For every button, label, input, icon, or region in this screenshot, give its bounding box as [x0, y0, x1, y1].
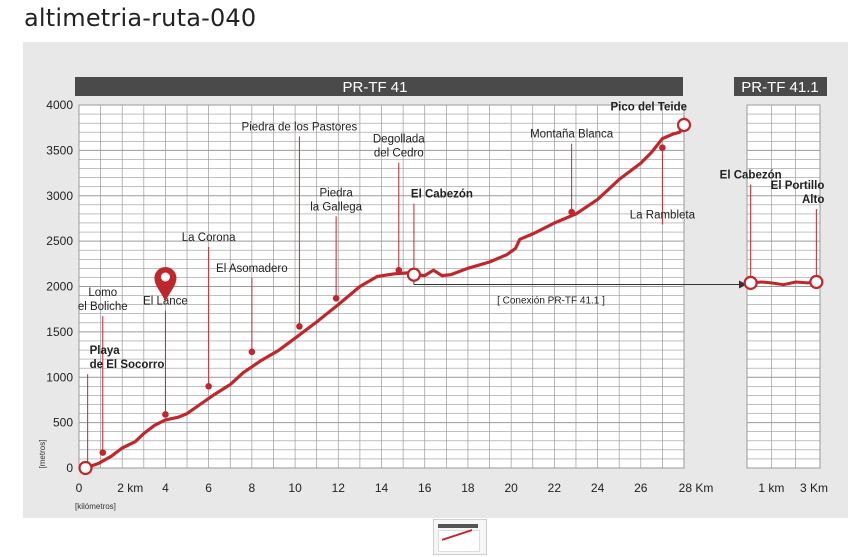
page-title: altimetria-ruta-040 [24, 4, 257, 32]
y-axis-label: [metros] [38, 440, 47, 469]
x-tick-label: 2 km [117, 481, 143, 495]
x-tick-label: 18 [461, 481, 475, 495]
waypoint-label: Lomo el Boliche [78, 287, 128, 313]
secondary-title-bar [734, 77, 827, 96]
waypoint-marker [568, 208, 575, 216]
route-endpoint [743, 275, 758, 290]
route-endpoint [676, 117, 692, 133]
elevation-profile-line [83, 123, 686, 470]
waypoint-label: Playa de El Socorro [90, 345, 165, 371]
waypoint-label: Piedra la Gallega [310, 187, 362, 213]
secondary-profile-line [750, 280, 817, 287]
waypoint-marker [332, 294, 340, 302]
waypoint-marker [99, 449, 107, 456]
waypoint-marker [205, 383, 212, 390]
x-tick-label: 6 [205, 481, 212, 495]
x-tick-label: 20 [504, 481, 518, 495]
y-tick-label: 3500 [46, 143, 73, 157]
route-endpoint [78, 460, 93, 476]
main-title-bar [75, 77, 683, 96]
x-tick-label: 10 [288, 481, 302, 495]
x-tick-label: 24 [591, 481, 605, 495]
waypoint-marker [296, 323, 303, 330]
waypoint-marker [395, 266, 403, 274]
x-tick-label: 8 [249, 481, 256, 495]
waypoint-marker [162, 411, 169, 418]
x-tick-label: 12 [332, 481, 346, 495]
waypoint-label: La Rambleta [630, 209, 696, 221]
x-tick-label: 28 Km [679, 481, 714, 495]
y-tick-label: 1500 [46, 325, 73, 339]
y-tick-label: 2500 [46, 234, 73, 248]
x-tick-label: 1 km [758, 481, 784, 495]
elevation-chart: PR-TF 41 0 500 1000 1500 2000 2500 3000 3500 4000… [38, 77, 828, 511]
route-endpoint [406, 267, 422, 282]
waypoint-marker [659, 144, 666, 151]
x-tick-label: 22 [548, 481, 562, 495]
waypoint-label: El Portillo Alto [771, 180, 825, 206]
x-axis-label: [kilómetros] [75, 502, 116, 511]
location-pin-icon [154, 267, 177, 302]
y-tick-label: 4000 [46, 98, 73, 112]
thumbnail-header [438, 524, 478, 528]
y-tick-label: 3000 [46, 189, 73, 203]
waypoint-label: El Cabezón [720, 170, 782, 182]
thumbnail-preview[interactable] [433, 519, 487, 555]
location-pin-hole [160, 272, 170, 282]
route-endpoint [809, 274, 824, 290]
connection-arrowhead [739, 280, 747, 289]
waypoint-label: Pico del Teide [611, 101, 687, 113]
x-tick-label: 3 Km [800, 481, 828, 495]
x-tick-label: 4 [162, 481, 169, 495]
y-tick-label: 500 [53, 416, 73, 430]
waypoint-label: Degollada del Cedro [373, 134, 425, 160]
x-tick-label: 0 [76, 481, 83, 495]
x-tick-label: 14 [375, 481, 389, 495]
x-tick-label: 26 [634, 481, 648, 495]
waypoint-marker [248, 348, 256, 356]
secondary-title: PR-TF 41.1 [741, 79, 819, 96]
waypoint-label: Piedra de los Pastores [242, 121, 358, 133]
waypoint-label: El Asomadero [216, 263, 288, 275]
chart-panel: PR-TF 41 0 500 1000 1500 2000 2500 3000 3500 4000… [23, 42, 848, 518]
connection-label: [ Conexión PR-TF 41.1 ] [497, 296, 605, 307]
waypoint-label: Montaña Blanca [530, 129, 614, 141]
thumbnail-body [438, 530, 480, 552]
waypoint-label: El Cabezón [411, 189, 473, 201]
y-tick-label: 2000 [46, 280, 73, 294]
main-title: PR-TF 41 [342, 79, 407, 96]
y-tick-label: 1000 [46, 370, 73, 384]
waypoint-label: La Corona [182, 232, 236, 244]
y-tick-label: 0 [66, 461, 73, 475]
x-tick-label: 16 [418, 481, 432, 495]
